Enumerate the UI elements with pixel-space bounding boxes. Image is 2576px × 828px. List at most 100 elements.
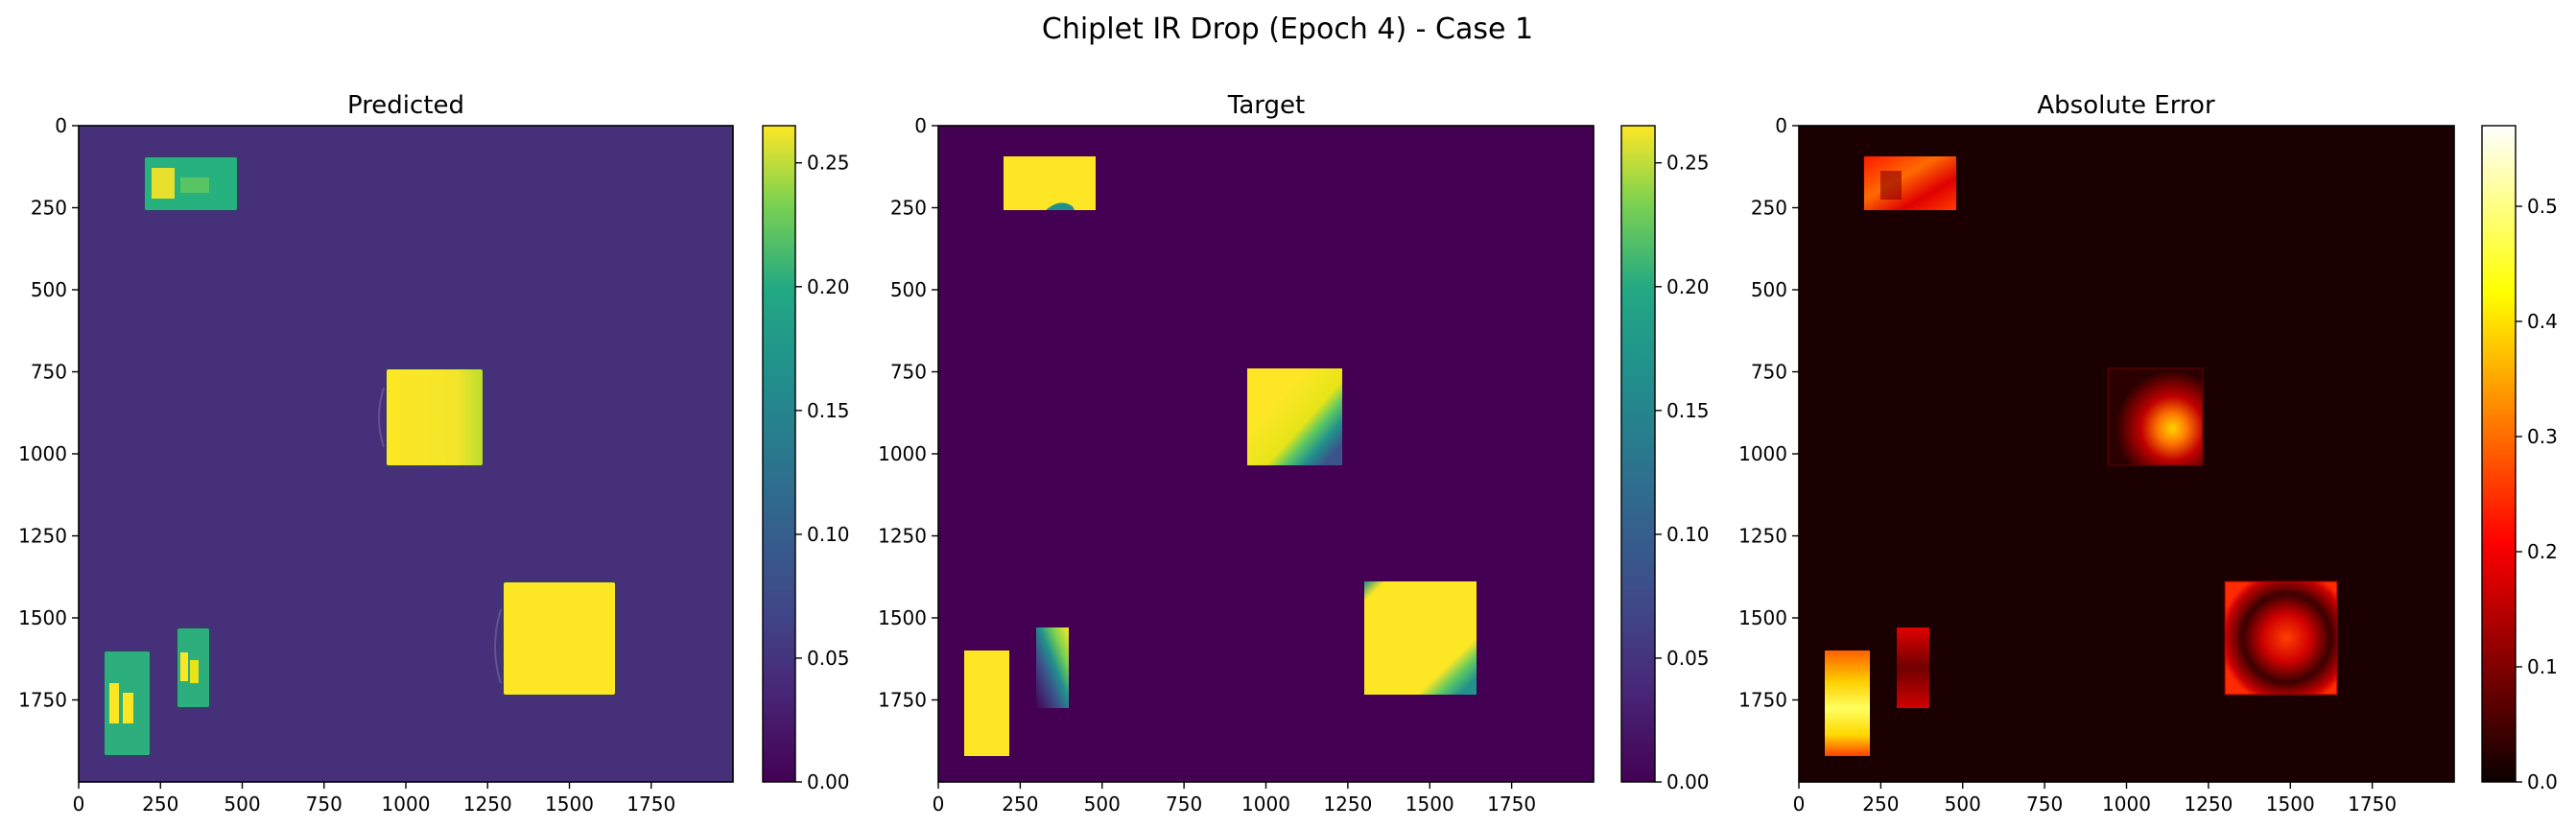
colorbar <box>762 125 796 783</box>
y-axis: 0 250 500 750 1000 1250 1500 1750 <box>1738 114 1799 712</box>
colorbar-tick-label: 0.05 <box>1666 647 1710 670</box>
y-tick-label: 500 <box>31 278 67 301</box>
colorbar-tick-label: 0.05 <box>807 647 850 670</box>
x-tick-label: 750 <box>2026 793 2063 816</box>
chiplet-region-1 <box>1004 156 1096 210</box>
chiplet-region-3 <box>2224 580 2338 696</box>
x-tick-label: 250 <box>142 793 178 816</box>
gradient-edge-1 <box>1046 202 1075 210</box>
y-tick-label: 1500 <box>1738 606 1787 629</box>
x-tick-label: 1500 <box>2266 793 2315 816</box>
chiplet-region-5 <box>1036 627 1069 708</box>
colorbar <box>1620 125 1656 783</box>
x-tick-label: 1500 <box>545 793 594 816</box>
y-tick-label: 250 <box>31 197 67 220</box>
colorbar-ticks: 0.0 0.1 0.2 0.3 0.4 0.5 <box>2516 195 2558 793</box>
colorbar-tick-label: 0.15 <box>1666 399 1710 422</box>
x-tick-label: 0 <box>933 793 945 816</box>
colorbar-tick-label: 0.1 <box>2527 655 2558 678</box>
chiplet-region-3 <box>1364 581 1477 695</box>
y-tick-label: 750 <box>890 361 927 384</box>
y-axis: 0 250 500 750 1000 1250 1500 1750 <box>878 114 938 712</box>
artifact-arc-2 <box>378 387 385 448</box>
artifact-arc-3 <box>494 608 502 684</box>
hotspot-1b <box>180 177 209 193</box>
hotspot-5b <box>190 660 199 683</box>
y-tick-label: 0 <box>55 114 67 137</box>
colorbar-ticks: 0.00 0.05 0.10 0.15 0.20 0.25 <box>795 152 850 793</box>
panel-title-predicted: Predicted <box>347 91 464 120</box>
panel-title-absolute-error: Absolute Error <box>2037 91 2215 120</box>
colorbar-tick-label: 0.20 <box>807 275 850 298</box>
colorbar-tick-label: 0.10 <box>807 523 850 546</box>
colorbar-tick-label: 0.25 <box>807 152 850 175</box>
hotspot-1a <box>152 168 175 199</box>
figure-title: Chiplet IR Drop (Epoch 4) - Case 1 <box>1042 12 1533 46</box>
x-tick-label: 500 <box>1945 793 1981 816</box>
x-tick-label: 500 <box>224 793 260 816</box>
colorbar-tick-label: 0.0 <box>2527 770 2558 793</box>
chiplet-region-2 <box>1247 368 1342 465</box>
y-axis: 0 250 500 750 1000 1250 1500 1750 <box>18 114 79 712</box>
colorbar-tick-label: 0.2 <box>2527 540 2558 563</box>
y-tick-label: 500 <box>890 278 927 301</box>
y-tick-label: 1250 <box>18 525 67 548</box>
y-tick-label: 1750 <box>18 689 67 712</box>
x-tick-label: 1000 <box>1241 793 1290 816</box>
colorbar-tick-label: 0.00 <box>1666 770 1710 793</box>
colorbar-tick-label: 0.4 <box>2527 310 2558 333</box>
colorbar-ticks: 0.00 0.05 0.10 0.15 0.20 0.25 <box>1655 152 1710 793</box>
panel-target: Target 0 250 500 750 1000 1250 1500 1750 0 250 50… <box>878 91 1709 816</box>
hotspot-4a <box>109 683 119 723</box>
hotspot-5a <box>180 652 188 681</box>
x-tick-label: 0 <box>73 793 85 816</box>
y-tick-label: 1000 <box>18 442 67 465</box>
y-tick-label: 1250 <box>1738 525 1787 548</box>
y-tick-label: 1500 <box>18 606 67 629</box>
x-tick-label: 1000 <box>382 793 431 816</box>
panel-predicted: Predicted 0 250 500 750 1000 1250 1500 1750 0 25… <box>18 91 849 816</box>
x-axis: 0 250 500 750 1000 1250 1500 1750 <box>1793 782 2397 816</box>
y-tick-label: 1000 <box>878 442 927 465</box>
y-tick-label: 1500 <box>878 606 927 629</box>
colorbar-tick-label: 0.5 <box>2527 195 2558 218</box>
x-tick-label: 1250 <box>2184 793 2233 816</box>
y-tick-label: 1250 <box>878 525 927 548</box>
x-axis: 0 250 500 750 1000 1250 1500 1750 <box>73 782 675 816</box>
chiplet-region-3 <box>502 580 617 697</box>
chiplet-region-1 <box>1864 156 1956 210</box>
chiplet-region-4 <box>1825 651 1870 756</box>
y-tick-label: 500 <box>1751 278 1787 301</box>
panel-title-target: Target <box>1227 91 1305 120</box>
chiplet-region-2 <box>2107 367 2204 466</box>
y-tick-label: 750 <box>31 361 67 384</box>
x-tick-label: 750 <box>306 793 343 816</box>
y-tick-label: 750 <box>1751 361 1787 384</box>
x-tick-label: 1250 <box>463 793 512 816</box>
colorbar-tick-label: 0.10 <box>1666 523 1710 546</box>
y-tick-label: 250 <box>890 197 927 220</box>
y-tick-label: 1750 <box>1738 689 1787 712</box>
colorbar-tick-label: 0.00 <box>807 770 850 793</box>
chiplet-region-5 <box>1897 627 1929 708</box>
x-tick-label: 250 <box>1002 793 1038 816</box>
colorbar-tick-label: 0.3 <box>2527 425 2558 448</box>
x-tick-label: 0 <box>1793 793 1806 816</box>
x-tick-label: 1750 <box>626 793 675 816</box>
panel-absolute-error: Absolute Error 0 250 500 750 1000 1250 1500 175… <box>1738 91 2558 816</box>
chiplet-region-2 <box>385 367 484 467</box>
colorbar <box>2481 125 2517 783</box>
x-tick-label: 250 <box>1862 793 1899 816</box>
x-tick-label: 1750 <box>2348 793 2397 816</box>
x-tick-label: 1500 <box>1406 793 1454 816</box>
y-tick-label: 1000 <box>1738 442 1787 465</box>
y-tick-label: 1750 <box>878 689 927 712</box>
x-tick-label: 1000 <box>2102 793 2151 816</box>
x-tick-label: 1250 <box>1323 793 1372 816</box>
colorbar-tick-label: 0.25 <box>1666 152 1710 175</box>
y-tick-label: 0 <box>914 114 927 137</box>
hotspot-4b <box>123 693 133 723</box>
hotspot-1a <box>1880 171 1902 200</box>
colorbar-tick-label: 0.20 <box>1666 275 1710 298</box>
